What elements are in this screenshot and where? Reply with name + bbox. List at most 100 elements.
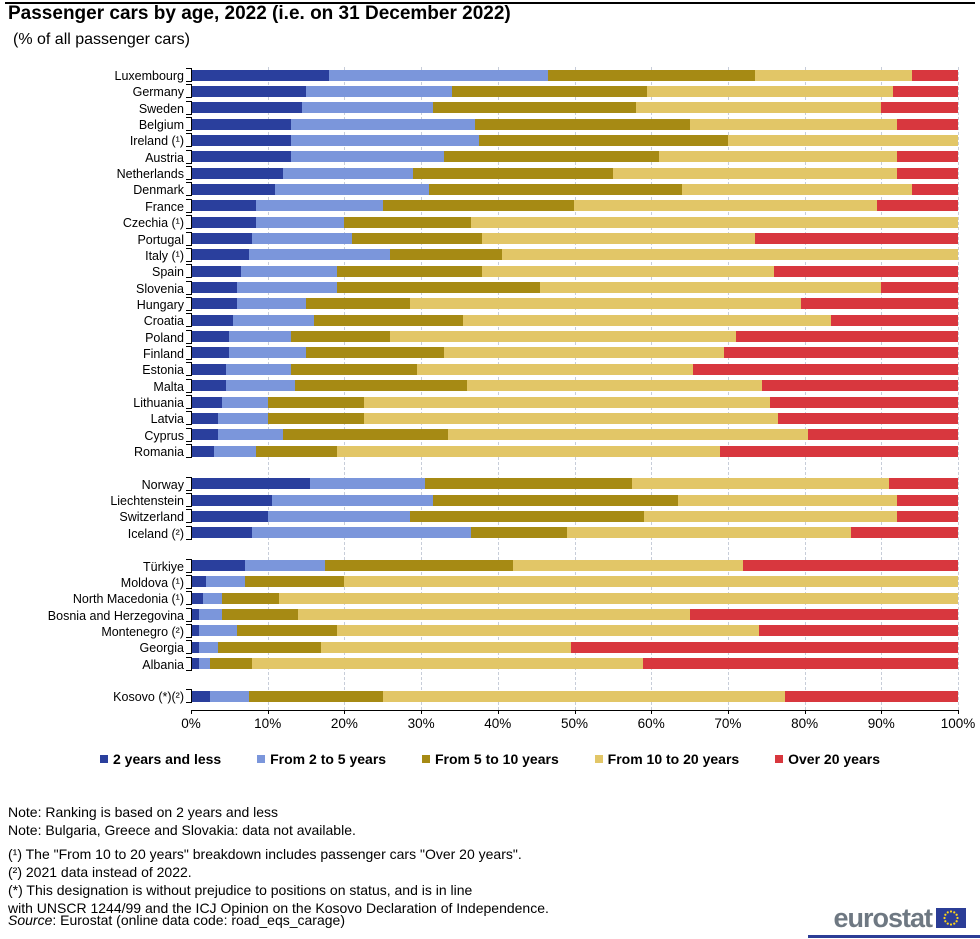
bar-segment xyxy=(892,85,958,97)
bar-segment xyxy=(447,429,809,441)
row-label: Estonia xyxy=(142,363,184,378)
bar-segment xyxy=(417,363,694,375)
axis-tick-label: 50% xyxy=(560,716,589,731)
bar-segment xyxy=(191,183,276,195)
bar-segment xyxy=(612,167,897,179)
bar-segment xyxy=(191,527,253,539)
axis-tick-label: 30% xyxy=(407,716,435,731)
eu-flag-star xyxy=(953,911,956,914)
legend-label: 2 years and less xyxy=(113,751,222,767)
axis-bracket xyxy=(186,444,192,459)
bar-segment xyxy=(470,527,567,539)
bar-segment xyxy=(336,445,721,457)
bar-segment xyxy=(198,658,211,670)
bar-row xyxy=(191,118,958,130)
eu-flag-star xyxy=(946,911,949,914)
bar-segment xyxy=(191,347,230,359)
bar-row xyxy=(191,183,958,195)
bar-segment xyxy=(214,445,257,457)
axis-tick xyxy=(651,710,653,714)
bar-row xyxy=(191,494,958,506)
bar-segment xyxy=(191,560,245,571)
bar-segment xyxy=(482,233,755,244)
bar-segment xyxy=(754,69,912,81)
row-label: North Macedonia (¹) xyxy=(72,592,184,607)
bar-segment xyxy=(409,298,801,310)
bar-segment xyxy=(267,412,364,424)
bar-segment xyxy=(336,282,540,294)
bar-segment xyxy=(306,298,410,310)
bar-row xyxy=(191,560,958,571)
bar-segment xyxy=(432,102,636,114)
eu-flag-star xyxy=(956,916,959,920)
legend-marker xyxy=(257,755,266,763)
gridline xyxy=(958,67,959,710)
x-axis: 0% 10% 20% 30% 40% 50% 60% 70% 80% 90% 100% xyxy=(181,710,975,740)
bar-row xyxy=(191,249,958,261)
bar-segment xyxy=(689,609,958,621)
axis-bracket xyxy=(186,313,192,328)
bar-segment xyxy=(808,429,958,441)
row-label: Italy (¹) xyxy=(145,248,184,263)
legend-marker xyxy=(100,755,108,763)
bar-segment xyxy=(877,200,958,212)
bar-segment xyxy=(482,265,774,277)
eu-flag-star xyxy=(946,922,949,925)
bar-segment xyxy=(191,102,303,114)
row-label: Kosovo (*)(²) xyxy=(113,690,184,705)
axis-tick-label: 40% xyxy=(484,716,512,731)
bar-segment xyxy=(191,233,253,244)
axis-tick-label: 80% xyxy=(791,716,819,731)
bar-segment xyxy=(248,249,391,261)
axis-bracket xyxy=(186,198,192,213)
bar-segment xyxy=(191,167,284,179)
bar-segment xyxy=(363,412,778,424)
row-label: Türkiye xyxy=(143,559,184,574)
bar-segment xyxy=(743,560,958,571)
row-label: Netherlands xyxy=(116,167,184,182)
axis-bracket xyxy=(186,68,192,82)
axis-bracket xyxy=(186,591,192,606)
bar-segment xyxy=(678,494,897,506)
eu-flag-star xyxy=(949,910,953,913)
bar-segment xyxy=(306,347,445,359)
bar-segment xyxy=(321,641,571,653)
eurostat-logo-text: eurostat xyxy=(833,903,933,933)
bar-segment xyxy=(283,429,448,441)
row-label: Georgia xyxy=(139,641,184,656)
bar-segment xyxy=(647,85,893,97)
bar-segment xyxy=(727,134,958,146)
bar-segment xyxy=(325,560,514,571)
bar-segment xyxy=(267,510,410,522)
bar-segment xyxy=(191,363,226,375)
axis-bracket xyxy=(186,264,192,279)
bar-row xyxy=(191,363,958,375)
bar-segment xyxy=(206,576,245,588)
row-label: Norway xyxy=(141,477,184,492)
bar-segment xyxy=(658,151,897,163)
eurostat-logo-rule xyxy=(808,935,980,938)
bar-segment xyxy=(363,396,771,408)
row-label: Poland xyxy=(145,330,184,345)
row-label: Bosnia and Herzegovina xyxy=(47,608,184,623)
row-label: Belgium xyxy=(138,118,184,133)
bar-segment xyxy=(574,200,878,212)
bar-segment xyxy=(256,445,337,457)
bar-segment xyxy=(800,298,958,310)
axis-bracket xyxy=(186,395,192,409)
bar-segment xyxy=(198,625,237,637)
row-label: Moldova (¹) xyxy=(120,575,184,590)
bar-segment xyxy=(424,478,632,490)
bar-segment xyxy=(202,592,222,604)
bar-segment xyxy=(470,216,958,228)
axis-bracket xyxy=(186,640,192,655)
eurostat-logo: eurostat xyxy=(833,903,966,933)
bar-row xyxy=(191,380,958,392)
bar-row xyxy=(191,445,958,457)
axis-tick-label: 10% xyxy=(254,716,282,731)
bar-segment xyxy=(191,85,307,97)
axis-bracket xyxy=(186,329,192,344)
bar-segment xyxy=(382,690,786,702)
eu-flag-icon xyxy=(936,908,966,928)
bar-segment xyxy=(306,85,452,97)
